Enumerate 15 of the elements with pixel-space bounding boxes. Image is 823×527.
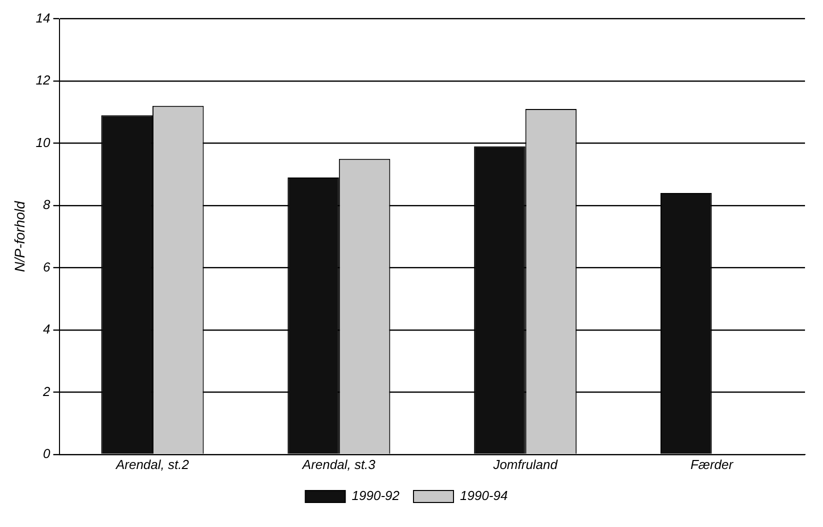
x-tick-label: Arendal, st.3 [301,456,376,472]
y-tick-label: 12 [36,72,52,88]
x-tick-label: Færder [690,456,734,472]
legend-label: 1990-94 [460,488,508,504]
legend-label: 1990-92 [352,488,400,504]
y-tick-label: 8 [43,197,52,212]
y-tick-label: 4 [43,322,50,337]
y-tick-label: 6 [43,259,52,274]
y-axis-title: N/P-forhold [11,200,28,272]
x-tick-label: Arendal, st.2 [114,456,190,472]
y-tick-label: 2 [42,384,52,399]
x-tick-label: Jomfruland [492,456,558,472]
y-tick-label: 0 [43,446,52,462]
y-tick-label: 14 [36,10,50,26]
y-tick-label: 10 [36,134,52,150]
